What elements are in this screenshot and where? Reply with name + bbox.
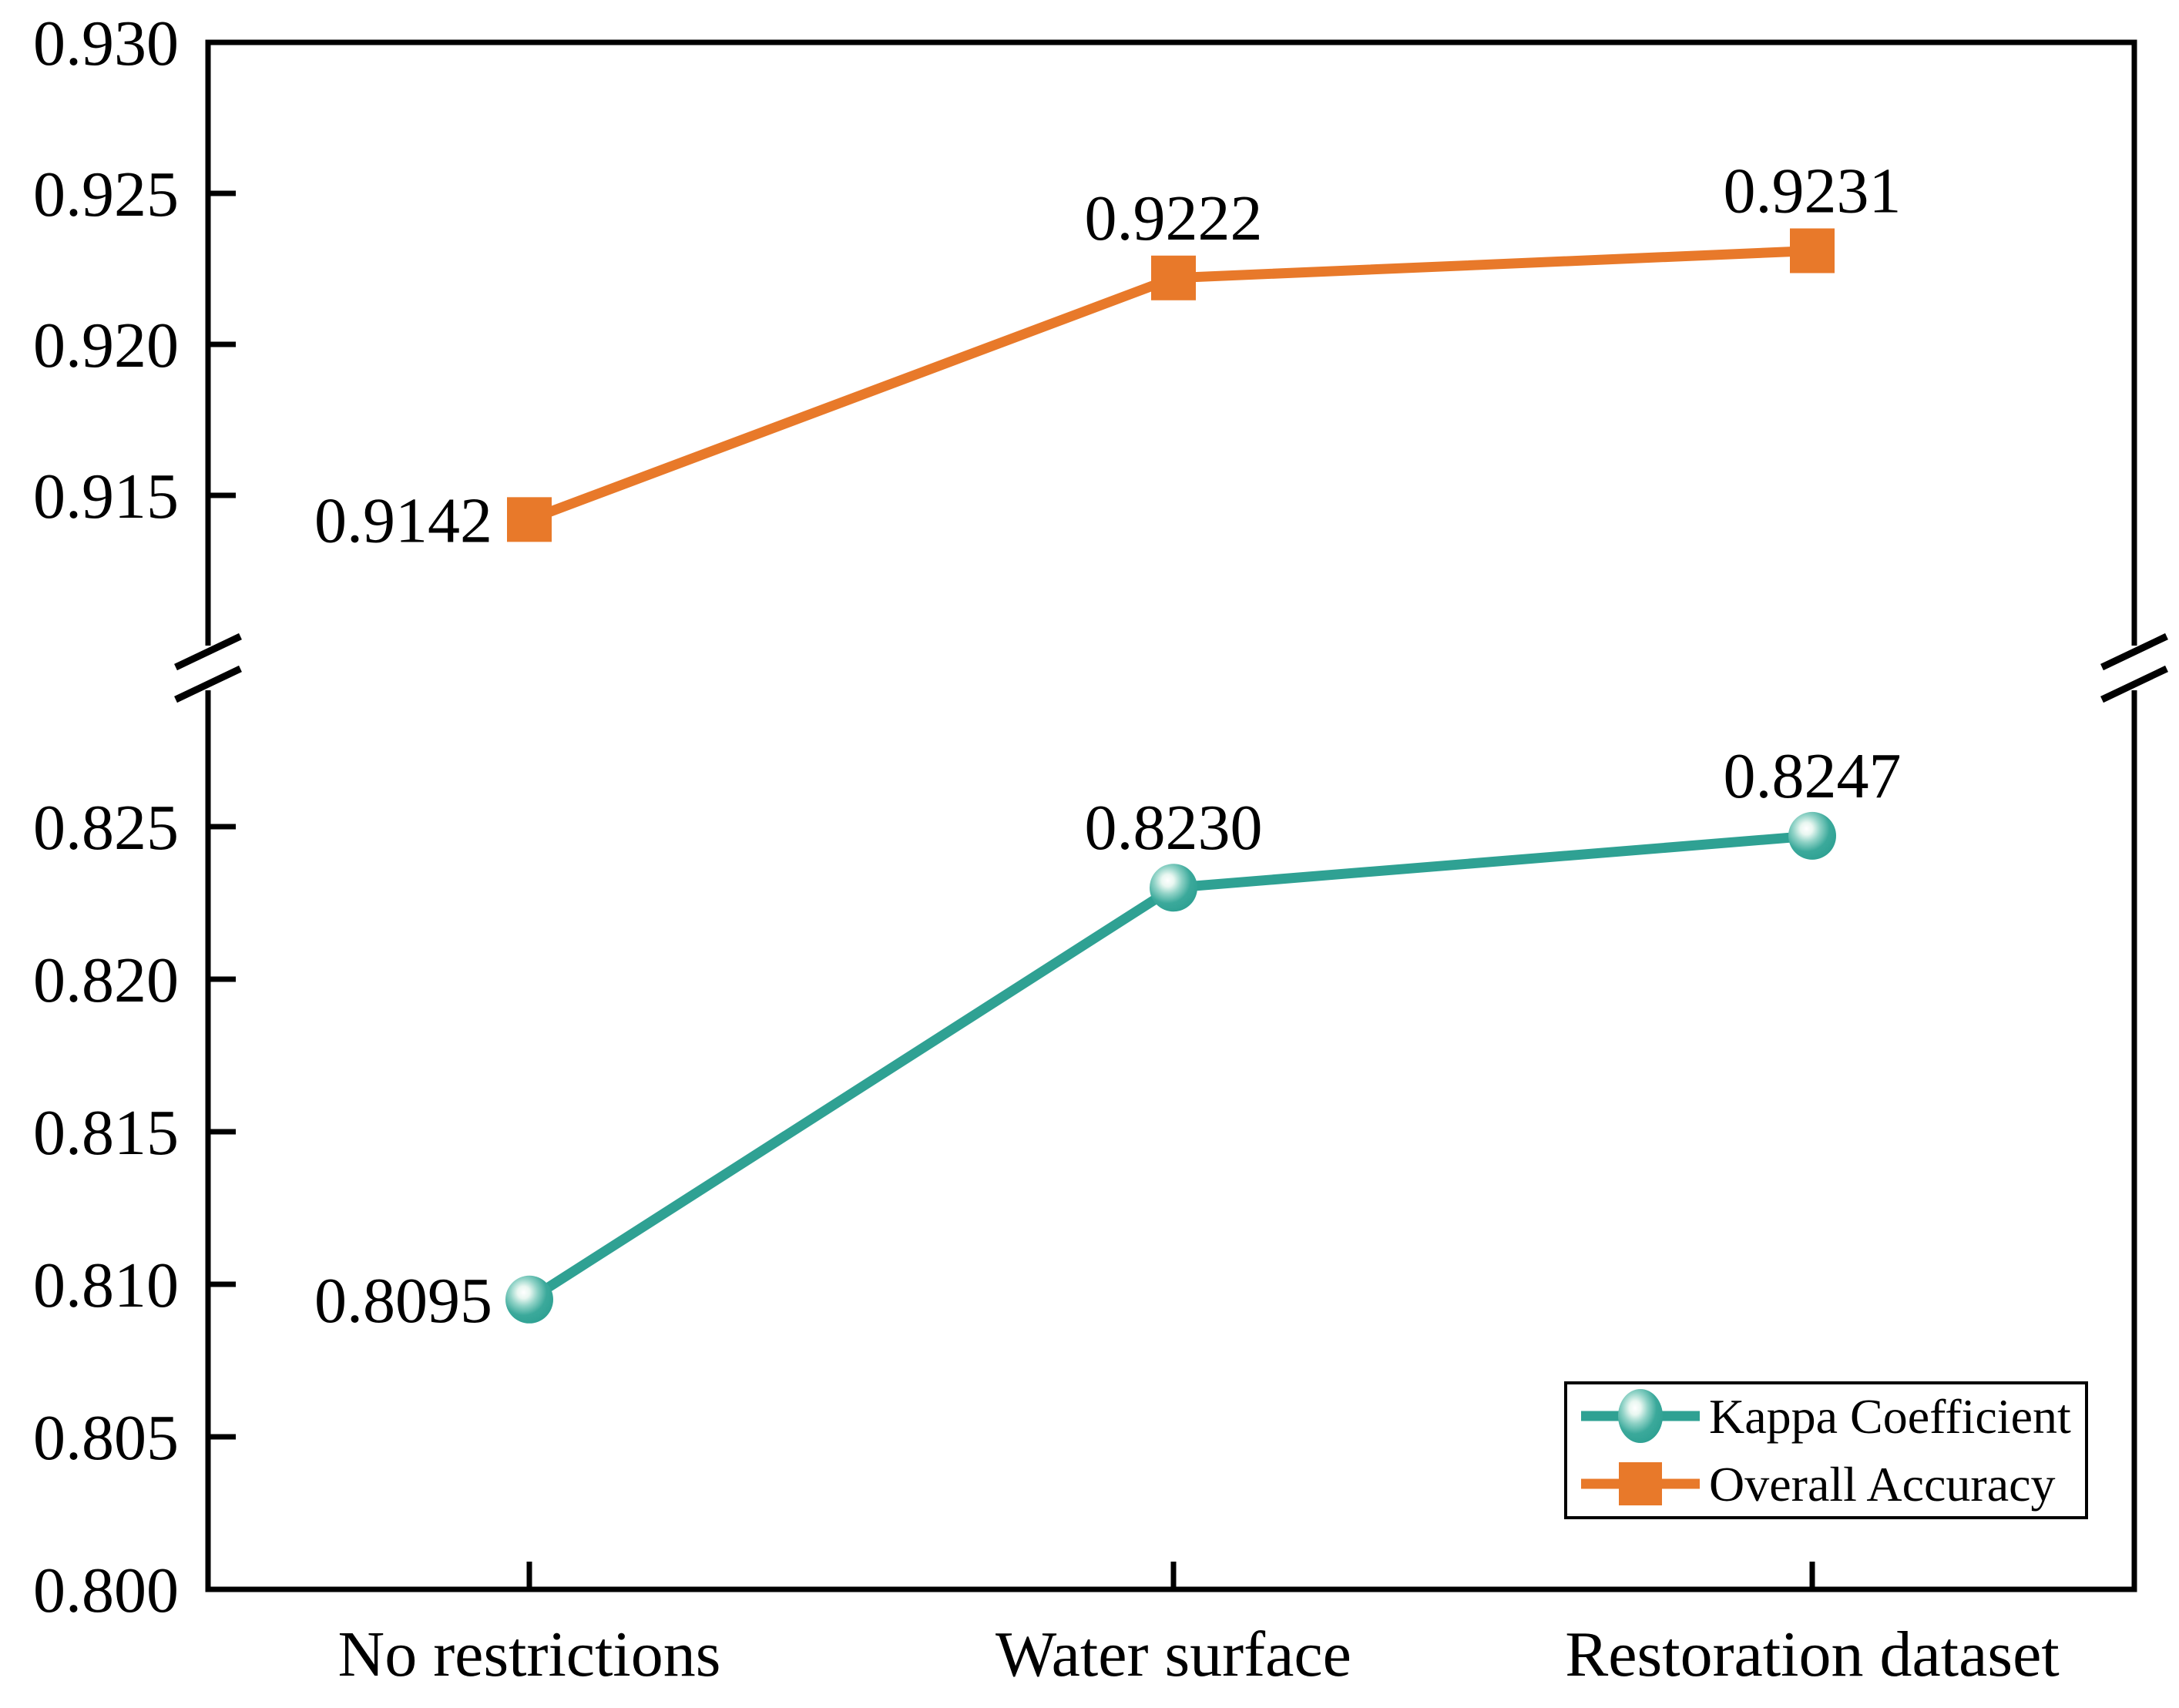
data-point-label: 0.9142 [314,485,492,556]
legend-entry-label: Kappa Coefficient [1709,1389,2071,1444]
axis-break-icon [174,665,242,703]
sphere-marker [505,1275,553,1324]
data-point-label: 0.8247 [1724,740,1902,812]
y-tick-label: 0.820 [33,945,179,1016]
axis-break-icon [174,633,242,671]
data-point-label: 0.8095 [314,1265,492,1337]
y-tick-label: 0.810 [33,1250,179,1321]
y-tick-label: 0.825 [33,792,179,864]
data-point-label: 0.8230 [1085,792,1263,864]
y-tick-label: 0.925 [33,159,179,230]
y-tick-label: 0.800 [33,1555,179,1626]
sphere-marker [1150,864,1197,912]
y-tick-label: 0.915 [33,461,179,532]
axis-break-icon [2100,665,2168,703]
y-tick-label: 0.805 [33,1402,179,1474]
legend-sphere-marker [1618,1389,1663,1443]
data-point-label: 0.9231 [1724,155,1902,227]
square-marker [507,497,552,542]
legend-entry-label: Overall Accuracy [1709,1457,2056,1512]
data-point-label: 0.9222 [1085,183,1263,254]
legend-square-marker [1619,1462,1662,1505]
x-category-label: No restrictions [338,1619,721,1690]
x-category-label: Water surface [995,1619,1351,1690]
axis-break-icon [2100,633,2168,671]
square-marker [1790,228,1835,273]
square-marker [1151,255,1196,300]
y-tick-label: 0.920 [33,310,179,381]
x-category-label: Restoration dataset [1565,1619,2059,1690]
y-tick-label: 0.930 [33,8,179,79]
y-tick-label: 0.815 [33,1097,179,1169]
sphere-marker [1788,811,1836,860]
